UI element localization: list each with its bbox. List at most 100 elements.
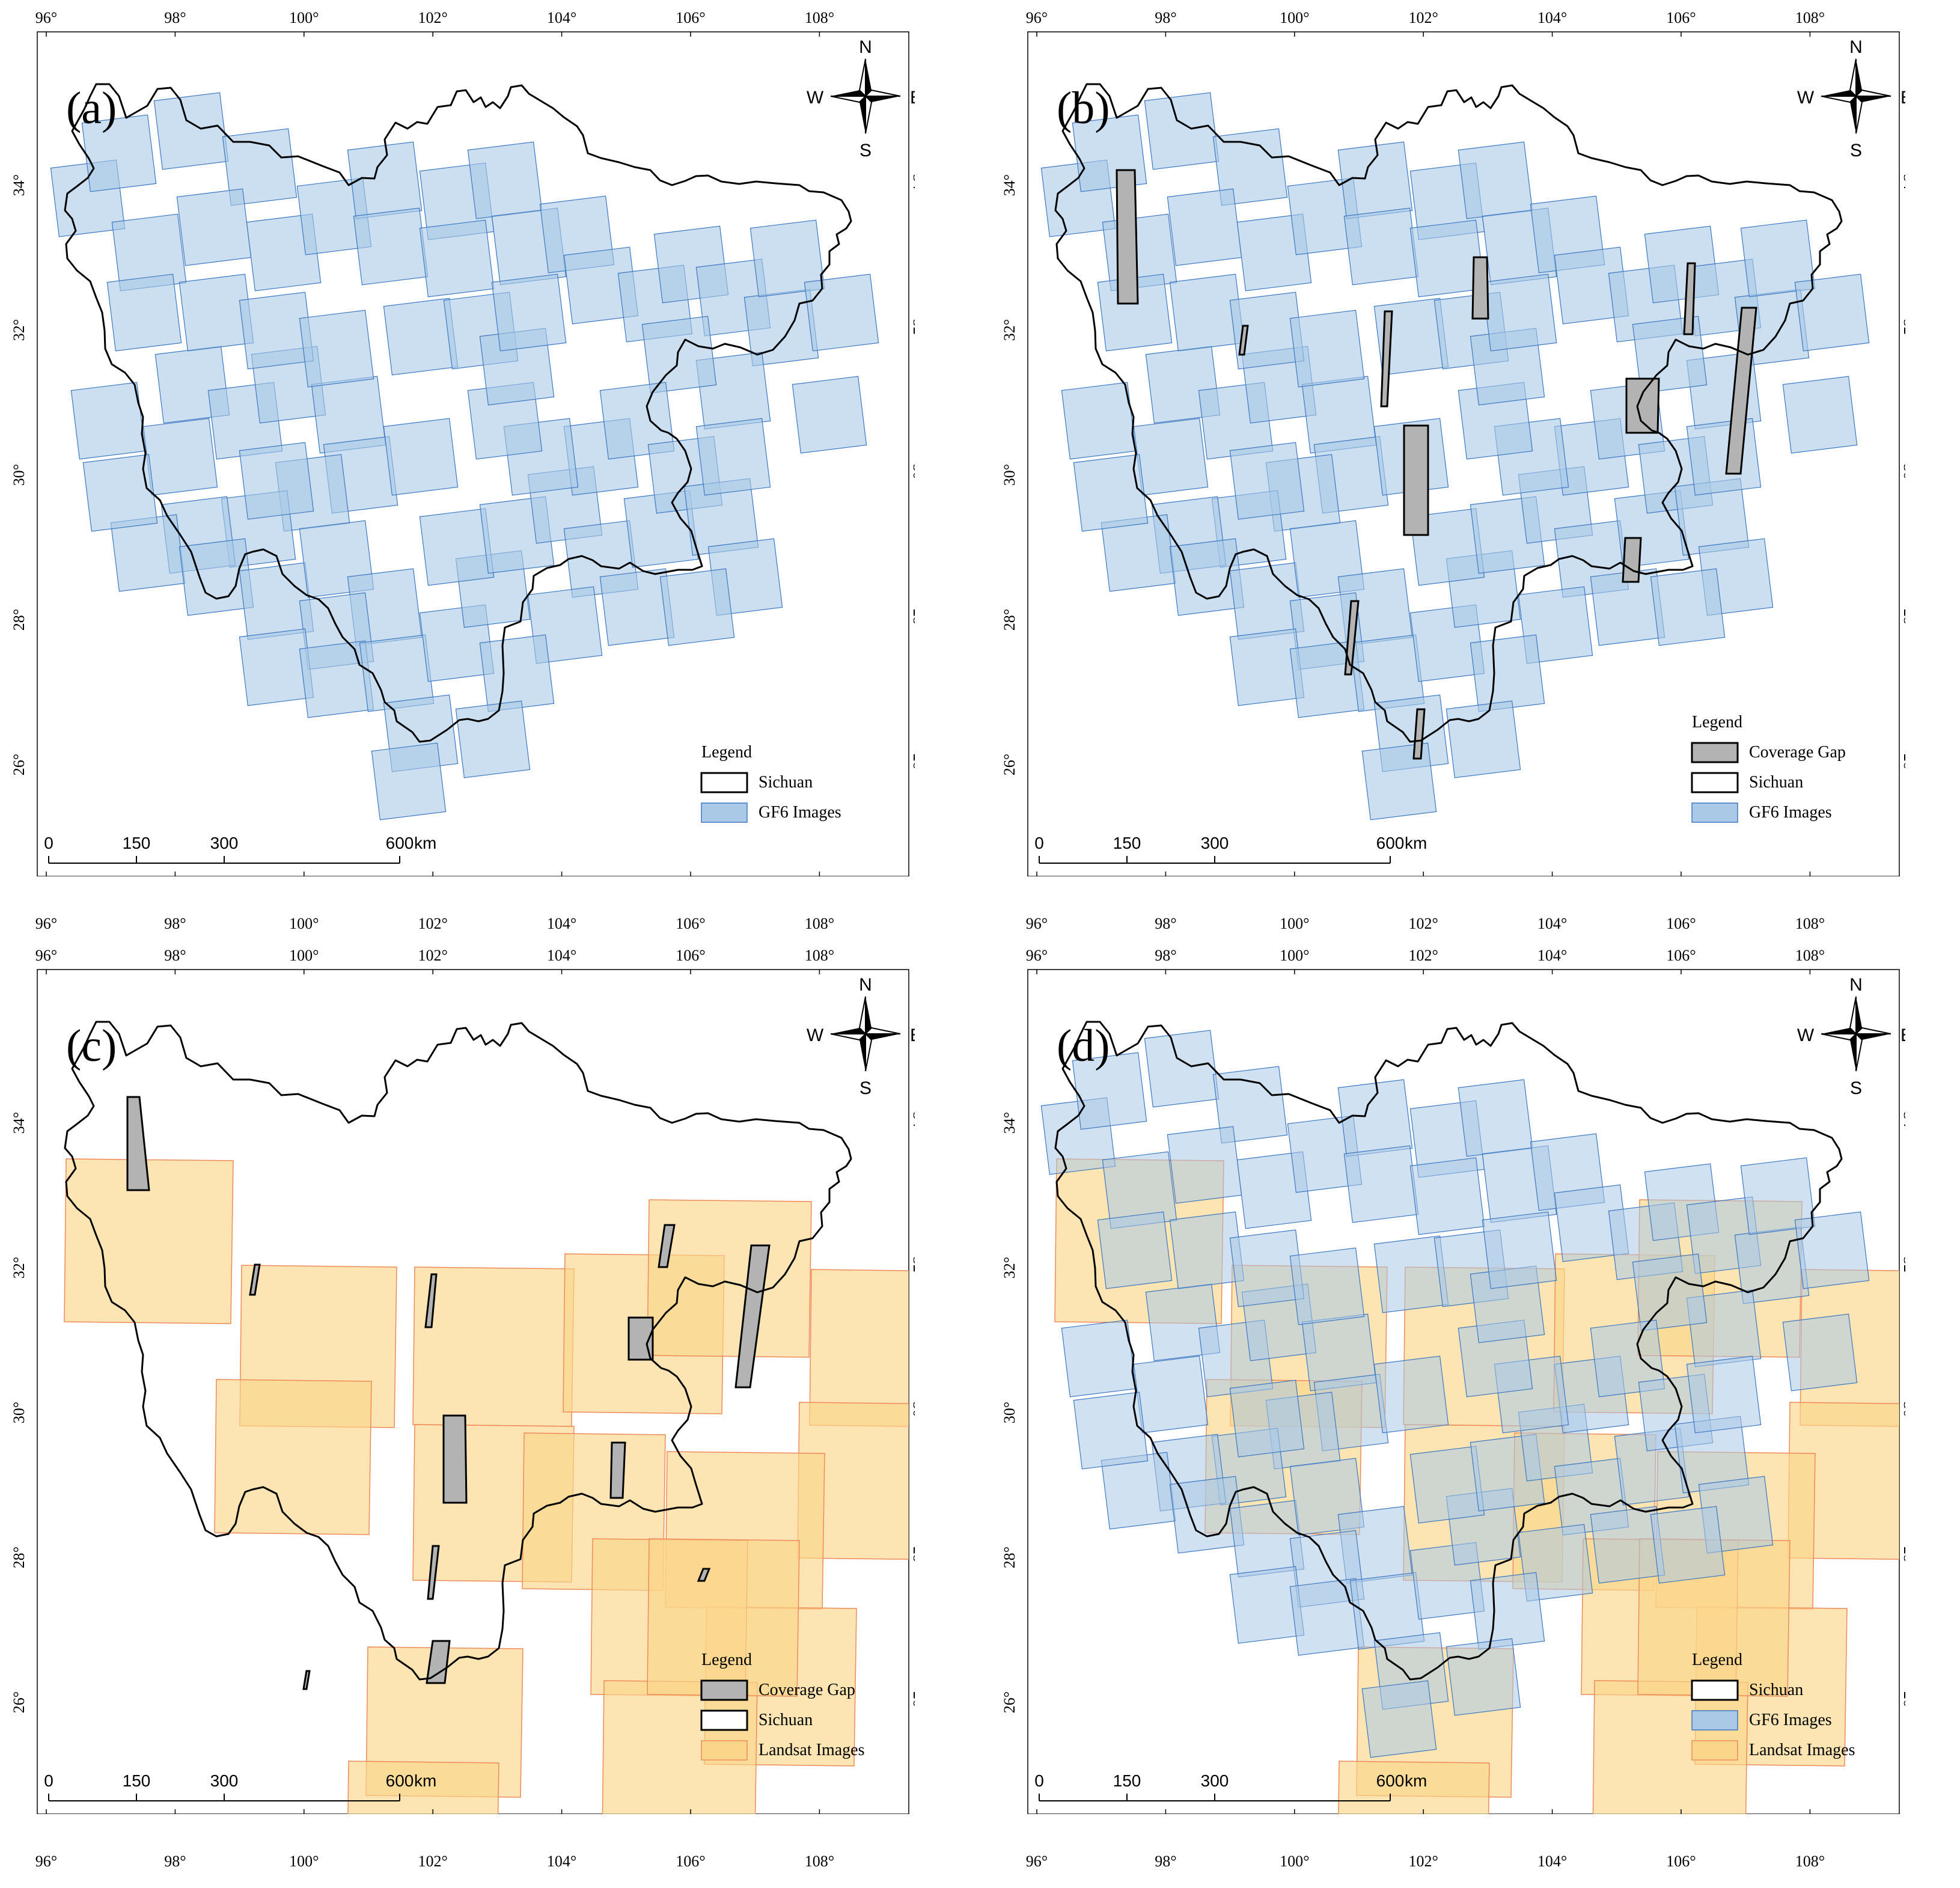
- gf6-footprint: [491, 273, 567, 352]
- legend-label-gf6: GF6 Images: [759, 803, 841, 822]
- lon-tick-top: 100°: [289, 947, 319, 964]
- lat-tick-left: 28°: [10, 609, 28, 631]
- lat-tick-right: 32°: [910, 1257, 915, 1279]
- gf6-footprint: [176, 188, 252, 266]
- lat-tick-right: 28°: [910, 1547, 915, 1568]
- lon-tick-bottom: 100°: [289, 915, 319, 932]
- scale-unit: km: [1405, 1771, 1427, 1790]
- gf6-footprint: [1133, 1355, 1209, 1434]
- lon-tick-bottom: 102°: [418, 1853, 447, 1870]
- lat-tick-left: 26°: [1001, 1691, 1018, 1713]
- coverage-gap: [1380, 310, 1393, 408]
- legend-swatch-boundary: [700, 772, 748, 793]
- coverage-gap: [1622, 537, 1642, 583]
- lat-tick-left: 26°: [1001, 754, 1018, 775]
- scale-label: 600: [1376, 1771, 1405, 1790]
- gf6-footprint: [1097, 273, 1173, 352]
- scale-label: 600: [386, 1771, 414, 1790]
- scale-unit: km: [414, 834, 436, 852]
- gf6-footprint: [142, 418, 218, 496]
- lon-tick-bottom: 104°: [1537, 1853, 1567, 1870]
- lon-tick-top: 106°: [1666, 947, 1696, 964]
- north-arrow: N S E W: [807, 975, 915, 1098]
- gf6-footprint: [1686, 1355, 1762, 1434]
- gf6-footprint: [1650, 1506, 1726, 1584]
- panel-label: (c): [66, 1021, 117, 1071]
- lat-tick-right: 26°: [1900, 1691, 1905, 1713]
- compass-label-n: N: [859, 975, 872, 995]
- lon-tick-top: 108°: [1795, 9, 1825, 26]
- gf6-footprint: [1289, 310, 1365, 388]
- gf6-footprint: [1458, 1079, 1533, 1157]
- lat-tick-left: 34°: [1001, 174, 1018, 196]
- compass-label-n: N: [1849, 37, 1863, 57]
- lat-tick-left: 32°: [10, 1257, 28, 1279]
- coverage-gap: [442, 1414, 468, 1504]
- north-arrow: N S E W: [807, 37, 915, 160]
- lon-tick-top: 104°: [547, 947, 576, 964]
- lat-tick-left: 34°: [10, 174, 28, 196]
- lon-tick-bottom: 96°: [35, 915, 57, 932]
- lon-tick-top: 98°: [1155, 947, 1176, 964]
- scale-unit: km: [414, 1771, 436, 1790]
- gf6-footprint: [353, 207, 429, 286]
- lon-tick-top: 102°: [418, 9, 447, 26]
- gf6-footprint: [1061, 382, 1137, 460]
- lon-tick-bottom: 108°: [805, 1853, 834, 1870]
- gf6-footprint: [1632, 316, 1708, 394]
- scale-bar: 0 150 300 600 km: [1034, 1771, 1427, 1801]
- panel-b: 96° 98° 100° 102° 104° 106° 108° 26° 26° 28° 28° 30…: [1001, 9, 1905, 876]
- lat-tick-left: 30°: [10, 1402, 28, 1423]
- compass-label-s: S: [859, 1078, 872, 1098]
- coverage-gap: [658, 1224, 676, 1268]
- coverage-gap: [609, 1441, 626, 1499]
- scale-label: 0: [44, 1771, 53, 1790]
- gf6-footprint: [1061, 1319, 1137, 1398]
- gf6-footprint: [1337, 1079, 1413, 1157]
- coverage-gap: [424, 1273, 438, 1328]
- lon-tick-bottom: 102°: [1408, 1853, 1438, 1870]
- lat-tick-left: 30°: [1001, 464, 1018, 486]
- scale-unit: km: [1405, 834, 1427, 852]
- lon-tick-bottom: 106°: [1666, 915, 1696, 932]
- lon-tick-bottom: 108°: [1795, 915, 1825, 932]
- coverage-gap: [1116, 169, 1139, 305]
- gf6-footprint: [1289, 1247, 1365, 1325]
- panel-d: 96° 98° 100° 102° 104° 106° 108° 26° 26° 28° 28° 30…: [1001, 947, 1905, 1814]
- gf6-footprint: [239, 442, 314, 520]
- legend: Legend Coverage Gap Sichuan GF6 Images: [1691, 713, 1846, 823]
- lon-tick-top: 96°: [1026, 9, 1048, 26]
- gf6-footprint: [1144, 1030, 1220, 1108]
- lon-tick-top: 96°: [1026, 947, 1048, 964]
- lat-tick-left: 34°: [1001, 1112, 1018, 1134]
- gf6-footprint: [467, 141, 543, 219]
- lon-tick-top: 100°: [1280, 9, 1309, 26]
- gf6-footprint: [1236, 1151, 1312, 1229]
- lat-tick-left: 32°: [10, 319, 28, 341]
- gf6-footprint: [1409, 1446, 1485, 1524]
- landsat-footprint: [412, 1266, 575, 1427]
- gf6-footprint: [1073, 1392, 1149, 1470]
- gf6-footprint: [419, 219, 495, 298]
- sichuan-boundary: [64, 1021, 852, 1681]
- lat-tick-left: 26°: [10, 754, 28, 775]
- gf6-footprint: [70, 382, 146, 460]
- legend: Legend Coverage Gap Sichuan Landsat Images: [700, 1651, 865, 1761]
- gf6-footprint: [1236, 213, 1312, 292]
- gf6-footprint: [246, 213, 322, 292]
- lon-tick-bottom: 104°: [547, 915, 576, 932]
- lon-tick-top: 102°: [1408, 947, 1438, 964]
- scale-label: 300: [210, 1771, 239, 1790]
- lat-tick-left: 28°: [1001, 609, 1018, 631]
- gf6-footprint: [1229, 442, 1305, 520]
- panel-label: (a): [66, 83, 117, 133]
- compass-label-n: N: [859, 37, 872, 57]
- gf6-footprint: [1446, 1638, 1521, 1716]
- legend-label-gap: Coverage Gap: [759, 1681, 855, 1699]
- gf6-footprint: [1097, 1211, 1173, 1289]
- scale-bar: 0 150 300 600 km: [44, 834, 436, 864]
- gf6-footprint: [1482, 273, 1557, 352]
- legend-label-boundary: Sichuan: [1749, 1681, 1803, 1699]
- lon-tick-bottom: 102°: [418, 915, 447, 932]
- landsat-footprint: [647, 1199, 812, 1358]
